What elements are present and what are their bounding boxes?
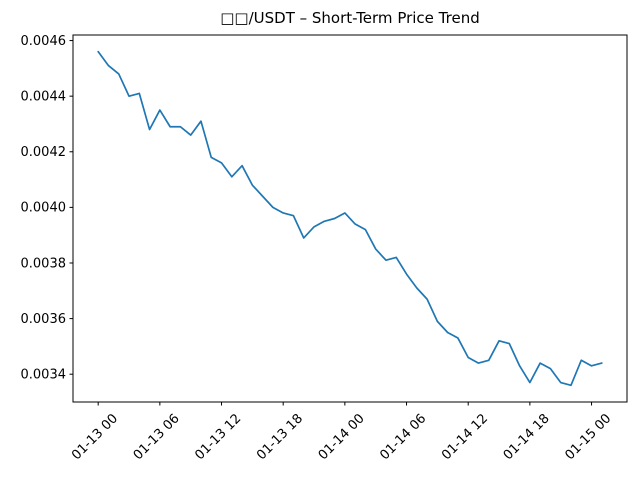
axes-frame (72, 34, 628, 403)
x-tick-label: 01-13 18 (254, 411, 306, 463)
y-tick-label: 0.0038 (21, 256, 67, 271)
y-tick-label: 0.0042 (21, 145, 67, 160)
x-tick-label: 01-13 12 (192, 411, 244, 463)
y-tick-label: 0.0036 (21, 312, 67, 327)
chart-title: □□/USDT – Short-Term Price Trend (220, 9, 480, 27)
x-tick-label: 01-14 18 (501, 411, 553, 463)
x-tick-label: 01-15 00 (562, 411, 614, 463)
x-tick-label: 01-13 00 (69, 411, 121, 463)
x-tick-label: 01-14 06 (377, 411, 429, 463)
y-tick-label: 0.0034 (21, 367, 67, 382)
y-tick-label: 0.0040 (21, 201, 67, 216)
x-tick-label: 01-14 12 (439, 411, 491, 463)
price-line (97, 50, 603, 387)
y-tick-label: 0.0044 (21, 89, 67, 104)
x-tick-label: 01-14 00 (316, 411, 368, 463)
y-tick-label: 0.0046 (21, 34, 67, 49)
x-tick-label: 01-13 06 (131, 411, 183, 463)
